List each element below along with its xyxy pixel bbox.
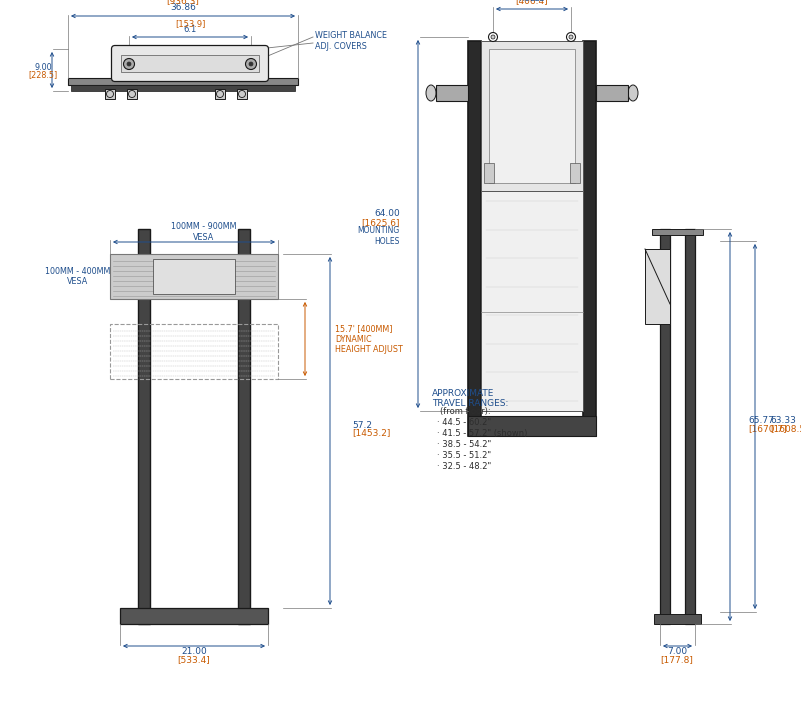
Text: [533.4]: [533.4] (178, 656, 211, 664)
Bar (645, 249, 670, 324)
Bar (652, 229, 703, 235)
Text: MOUNTING
HOLES: MOUNTING HOLES (358, 226, 400, 246)
Text: [1608.5]: [1608.5] (770, 424, 801, 433)
Bar (238, 229, 250, 624)
Bar (110, 324, 278, 379)
Text: · 38.5 - 54.2": · 38.5 - 54.2" (437, 440, 491, 449)
Bar (570, 163, 580, 183)
Bar (481, 41, 583, 191)
Bar (153, 259, 235, 294)
Bar (436, 85, 468, 101)
Bar (127, 89, 137, 99)
Text: 57.2: 57.2 (352, 421, 372, 429)
Ellipse shape (426, 85, 436, 101)
Text: [936.3]: [936.3] (167, 0, 199, 6)
Circle shape (127, 62, 131, 66)
Circle shape (249, 62, 253, 66)
Circle shape (566, 32, 575, 42)
Circle shape (245, 58, 256, 70)
Circle shape (569, 35, 573, 39)
Text: 63.33: 63.33 (770, 416, 796, 425)
Text: 9.00: 9.00 (34, 63, 52, 73)
Text: [1453.2]: [1453.2] (352, 429, 390, 437)
Text: WEIGHT BALANCE
ADJ. COVERS: WEIGHT BALANCE ADJ. COVERS (315, 32, 387, 51)
Text: 64.00: 64.00 (374, 209, 400, 219)
Text: MOUNTING
HOLES: MOUNTING HOLES (510, 0, 554, 3)
Bar (468, 416, 596, 436)
FancyBboxPatch shape (111, 45, 268, 81)
Text: 100MM - 900MM
VESA: 100MM - 900MM VESA (171, 222, 237, 242)
Text: 36.86: 36.86 (170, 4, 196, 12)
Text: [406.4]: [406.4] (516, 0, 549, 6)
Bar (489, 49, 575, 183)
Bar (121, 55, 259, 72)
Bar (481, 191, 583, 411)
Text: (from floor):: (from floor): (440, 407, 491, 416)
Bar (187, 273, 201, 281)
Text: · 32.5 - 48.2": · 32.5 - 48.2" (437, 462, 491, 471)
Bar (596, 85, 628, 101)
Circle shape (123, 58, 135, 70)
Bar (237, 89, 247, 99)
Bar (138, 229, 150, 624)
Text: 100MM - 400MM
VESA: 100MM - 400MM VESA (46, 267, 111, 286)
Bar (583, 41, 596, 436)
Bar (215, 89, 225, 99)
Text: [1625.6]: [1625.6] (361, 219, 400, 227)
Bar (685, 229, 695, 624)
Text: 65.77: 65.77 (748, 416, 774, 425)
Text: 6.1: 6.1 (183, 25, 196, 35)
Text: · 41.5 - 57.2" (shown): · 41.5 - 57.2" (shown) (437, 429, 527, 438)
Bar (71, 85, 295, 91)
Text: [177.8]: [177.8] (661, 656, 694, 664)
Text: 21.00: 21.00 (181, 648, 207, 656)
Bar (68, 78, 298, 85)
Bar (468, 41, 481, 436)
Circle shape (491, 35, 495, 39)
Text: [153.9]: [153.9] (175, 19, 205, 29)
Text: · 44.5 - 60.2": · 44.5 - 60.2" (437, 418, 491, 427)
Circle shape (489, 32, 497, 42)
Text: 15.7' [400MM]
DYNAMIC
HEAIGHT ADJUST: 15.7' [400MM] DYNAMIC HEAIGHT ADJUST (335, 324, 403, 354)
Bar (105, 89, 115, 99)
Bar (660, 229, 670, 624)
Text: · 35.5 - 51.2": · 35.5 - 51.2" (437, 451, 491, 460)
Text: 7.00: 7.00 (667, 648, 687, 656)
Text: APPROXIMATE
TRAVEL RANGES:: APPROXIMATE TRAVEL RANGES: (432, 389, 509, 408)
Bar (654, 614, 701, 624)
Text: [228.5]: [228.5] (28, 70, 58, 80)
Bar (120, 608, 268, 624)
Ellipse shape (628, 85, 638, 101)
Bar (110, 254, 278, 299)
Bar (484, 163, 494, 183)
Text: [1670.7]: [1670.7] (748, 424, 787, 433)
